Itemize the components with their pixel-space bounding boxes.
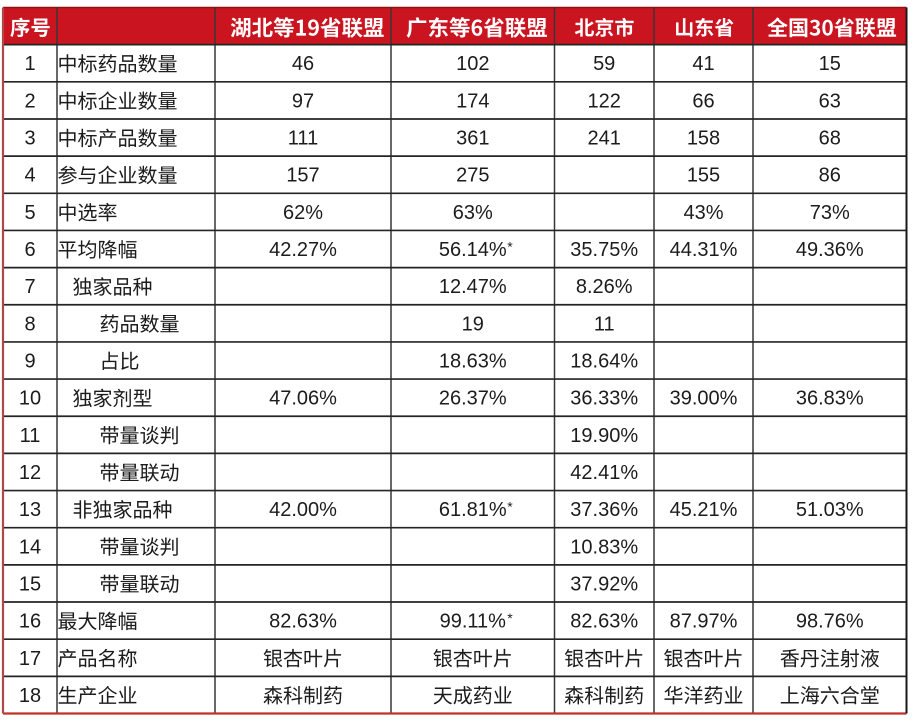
- svg-text:2: 2: [24, 90, 35, 112]
- svg-text:155: 155: [687, 165, 720, 187]
- svg-text:*: *: [507, 239, 513, 255]
- svg-text:36.33%: 36.33%: [570, 388, 638, 410]
- svg-text:82.63%: 82.63%: [570, 611, 638, 633]
- svg-text:18.63%: 18.63%: [439, 351, 507, 373]
- svg-text:16: 16: [19, 611, 41, 633]
- svg-text:35.75%: 35.75%: [570, 239, 638, 261]
- svg-text:62%: 62%: [283, 202, 323, 224]
- svg-text:86: 86: [819, 165, 841, 187]
- svg-text:275: 275: [456, 165, 489, 187]
- svg-text:42.00%: 42.00%: [269, 499, 337, 521]
- svg-text:73%: 73%: [810, 202, 850, 224]
- svg-text:15: 15: [19, 573, 41, 595]
- svg-text:47.06%: 47.06%: [269, 388, 337, 410]
- svg-text:102: 102: [456, 53, 489, 75]
- svg-text:97: 97: [292, 90, 314, 112]
- svg-text:82.63%: 82.63%: [269, 611, 337, 633]
- svg-text:46: 46: [292, 53, 314, 75]
- svg-text:12: 12: [19, 462, 41, 484]
- svg-text:51.03%: 51.03%: [796, 499, 864, 521]
- svg-text:99.11%: 99.11%: [440, 611, 507, 633]
- svg-text:11: 11: [20, 425, 41, 447]
- svg-text:14: 14: [19, 536, 41, 558]
- svg-text:44.31%: 44.31%: [670, 239, 738, 261]
- svg-text:18.64%: 18.64%: [570, 351, 638, 373]
- svg-text:9: 9: [24, 351, 35, 373]
- svg-text:11: 11: [594, 313, 615, 335]
- svg-text:7: 7: [24, 276, 35, 298]
- svg-text:66: 66: [692, 90, 714, 112]
- svg-text:*: *: [507, 499, 513, 515]
- svg-text:6: 6: [24, 239, 35, 261]
- svg-text:5: 5: [24, 202, 35, 224]
- svg-text:174: 174: [456, 90, 489, 112]
- svg-text:241: 241: [588, 128, 621, 150]
- svg-text:361: 361: [456, 128, 489, 150]
- svg-text:63: 63: [819, 90, 841, 112]
- svg-text:45.21%: 45.21%: [670, 499, 738, 521]
- svg-text:43%: 43%: [683, 202, 723, 224]
- svg-text:4: 4: [24, 165, 35, 187]
- svg-text:61.81%: 61.81%: [439, 499, 507, 521]
- svg-text:36.83%: 36.83%: [796, 388, 864, 410]
- svg-text:37.92%: 37.92%: [570, 573, 638, 595]
- svg-text:37.36%: 37.36%: [570, 499, 638, 521]
- svg-text:98.76%: 98.76%: [796, 611, 864, 633]
- svg-text:56.14%: 56.14%: [439, 239, 507, 261]
- svg-text:10: 10: [19, 388, 41, 410]
- svg-text:39.00%: 39.00%: [670, 388, 738, 410]
- svg-text:15: 15: [819, 53, 841, 75]
- svg-text:1: 1: [24, 53, 35, 75]
- svg-text:10.83%: 10.83%: [570, 536, 638, 558]
- svg-text:41: 41: [692, 53, 714, 75]
- svg-text:42.27%: 42.27%: [269, 239, 337, 261]
- svg-text:26.37%: 26.37%: [439, 388, 507, 410]
- svg-text:59: 59: [593, 53, 615, 75]
- svg-text:*: *: [507, 610, 513, 626]
- svg-text:49.36%: 49.36%: [796, 239, 864, 261]
- svg-text:13: 13: [19, 499, 41, 521]
- svg-text:12.47%: 12.47%: [439, 276, 507, 298]
- svg-text:68: 68: [819, 128, 841, 150]
- svg-text:19.90%: 19.90%: [570, 425, 638, 447]
- svg-text:111: 111: [288, 128, 318, 150]
- svg-text:8: 8: [24, 313, 35, 335]
- svg-text:122: 122: [588, 90, 621, 112]
- svg-text:19: 19: [462, 313, 484, 335]
- svg-text:87.97%: 87.97%: [670, 611, 738, 633]
- svg-text:158: 158: [687, 128, 720, 150]
- svg-text:42.41%: 42.41%: [570, 462, 638, 484]
- svg-text:63%: 63%: [453, 202, 493, 224]
- svg-text:8.26%: 8.26%: [576, 276, 633, 298]
- svg-text:3: 3: [24, 128, 35, 150]
- svg-text:18: 18: [19, 685, 41, 707]
- svg-text:157: 157: [286, 165, 319, 187]
- svg-text:17: 17: [19, 648, 41, 670]
